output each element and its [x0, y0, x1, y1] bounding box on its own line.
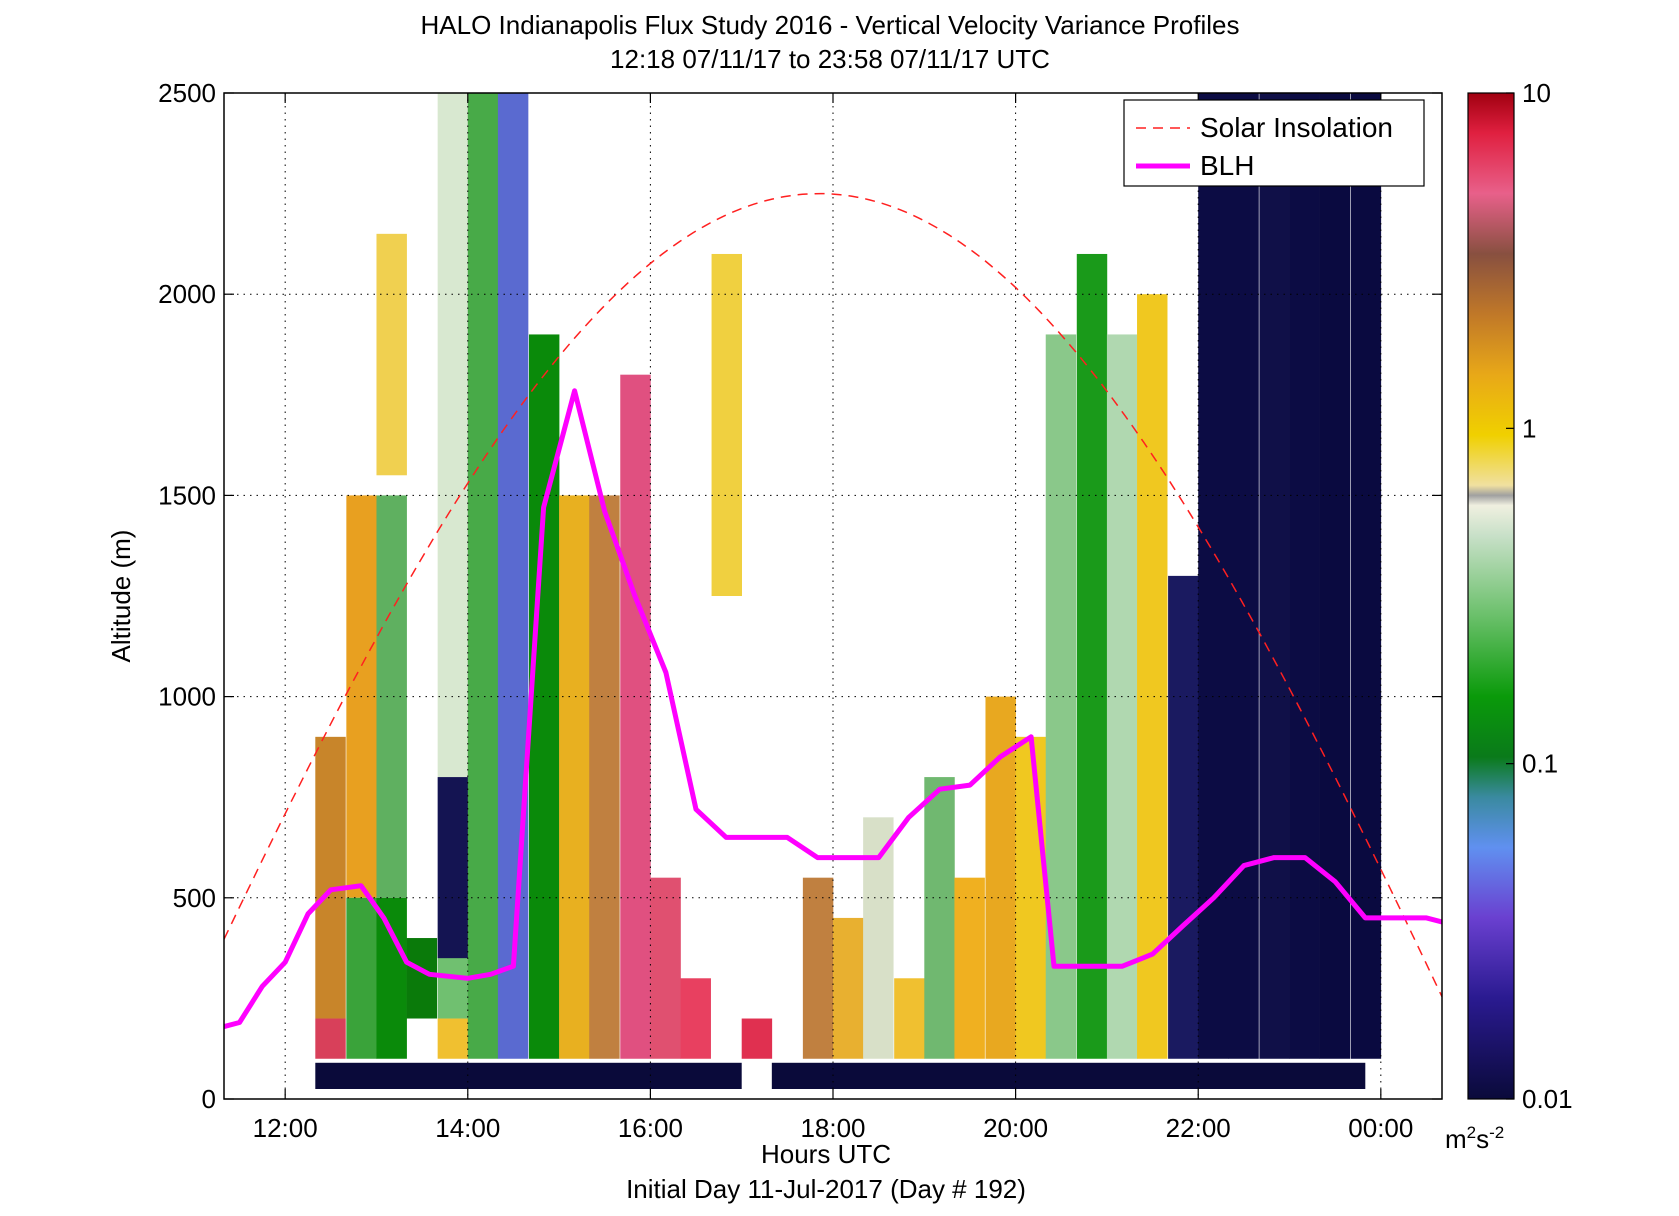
legend: Solar Insolation BLH	[1123, 99, 1425, 187]
colorbar-unit-sup1: 2	[1467, 1123, 1476, 1142]
heatmap-cell	[741, 1018, 773, 1059]
solar-insolation-curve	[224, 192, 1442, 998]
heatmap-cell	[437, 93, 469, 778]
heatmap-cell	[1168, 575, 1199, 1059]
colorbar-unit-mid: s	[1476, 1124, 1489, 1154]
heatmap-cell	[376, 495, 407, 898]
heatmap-cell	[802, 877, 834, 1059]
heatmap-cell	[497, 93, 529, 1059]
colorbar-ticks: 0.01 0.1 1 10	[1506, 78, 1573, 1114]
heatmap-cell	[954, 877, 985, 1059]
x-tick-label: 20:00	[983, 1113, 1048, 1143]
heatmap-cell	[711, 253, 742, 596]
blh-line	[224, 388, 1442, 1030]
heatmap-cell	[620, 374, 651, 1059]
legend-blh-label: BLH	[1200, 150, 1254, 181]
blh-series-line	[224, 388, 1442, 1030]
heatmap-cell	[467, 93, 499, 1059]
heatmap-cell	[863, 817, 894, 1059]
heatmap-cell	[1228, 93, 1259, 1059]
heatmap-cell	[650, 877, 681, 1059]
coverage-bar	[315, 1062, 742, 1089]
x-tick-label: 16:00	[618, 1113, 683, 1143]
x-axis-ticks: 12:00 14:00 16:00 18:00 20:00 22:00 00:00	[253, 93, 1413, 1143]
heatmap-cell	[589, 495, 620, 1059]
heatmap-cells	[315, 93, 1382, 1059]
colorbar-tick-label: 1	[1522, 413, 1536, 443]
heatmap-cell	[1076, 253, 1108, 1059]
colorbar-unit-sup2: -2	[1489, 1123, 1504, 1142]
solar-insolation-line	[224, 192, 1442, 998]
heatmap-cell	[833, 917, 864, 1059]
y-axis-ticks: 0 500 1000 1500 2000 2500	[158, 78, 1442, 1114]
colorbar-tick-label: 0.1	[1522, 749, 1558, 779]
heatmap-cell	[1350, 93, 1382, 1059]
heatmap-cell	[315, 1018, 346, 1059]
heatmap-cell	[437, 1018, 469, 1059]
y-tick-label: 2500	[158, 78, 216, 108]
heatmap-cell	[376, 897, 407, 1059]
heatmap-cell	[528, 334, 560, 1059]
coverage-bar	[771, 1062, 1366, 1089]
y-tick-label: 500	[173, 883, 216, 913]
heatmap-cell	[924, 777, 955, 1059]
legend-solar-label: Solar Insolation	[1200, 112, 1393, 143]
y-axis-label: Altitude (m)	[106, 530, 136, 663]
heatmap-cell	[376, 233, 407, 476]
heatmap-cell	[1289, 93, 1320, 1059]
x-tick-label: 22:00	[1166, 1113, 1231, 1143]
heatmap-cell	[406, 938, 438, 1019]
legend-box	[1123, 99, 1425, 187]
chart-title: HALO Indianapolis Flux Study 2016 - Vert…	[421, 10, 1240, 40]
x-tick-label: 00:00	[1348, 1113, 1413, 1143]
colorbar-tick-label: 10	[1522, 78, 1551, 108]
heatmap-cell	[559, 495, 590, 1059]
heatmap-cell	[1319, 93, 1351, 1059]
x-tick-label: 12:00	[253, 1113, 318, 1143]
heatmap-cell	[315, 736, 346, 1019]
no-data-bar	[315, 1062, 1366, 1089]
colorbar-unit: m2s-2	[1445, 1123, 1504, 1154]
heatmap-cell	[894, 978, 925, 1059]
y-tick-label: 1500	[158, 480, 216, 510]
x-tick-label: 14:00	[435, 1113, 500, 1143]
heatmap-cell	[346, 897, 377, 1059]
colorbar-tick-label: 0.01	[1522, 1084, 1573, 1114]
y-tick-label: 0	[202, 1084, 216, 1114]
heatmap-cell	[1137, 294, 1168, 1059]
y-tick-label: 1000	[158, 682, 216, 712]
heatmap-cell	[1198, 93, 1229, 1059]
colorbar-unit-base: m	[1445, 1124, 1467, 1154]
y-tick-label: 2000	[158, 279, 216, 309]
colorbar	[1467, 92, 1515, 1100]
chart-subtitle: 12:18 07/11/17 to 23:58 07/11/17 UTC	[610, 44, 1050, 74]
heatmap-cell	[680, 978, 711, 1059]
heatmap-cell	[437, 777, 469, 959]
x-tick-label: 18:00	[800, 1113, 865, 1143]
x-axis-day-label: Initial Day 11-Jul-2017 (Day # 192)	[626, 1174, 1026, 1204]
x-axis-label: Hours UTC	[761, 1139, 891, 1169]
heatmap-cell	[1259, 93, 1290, 1059]
